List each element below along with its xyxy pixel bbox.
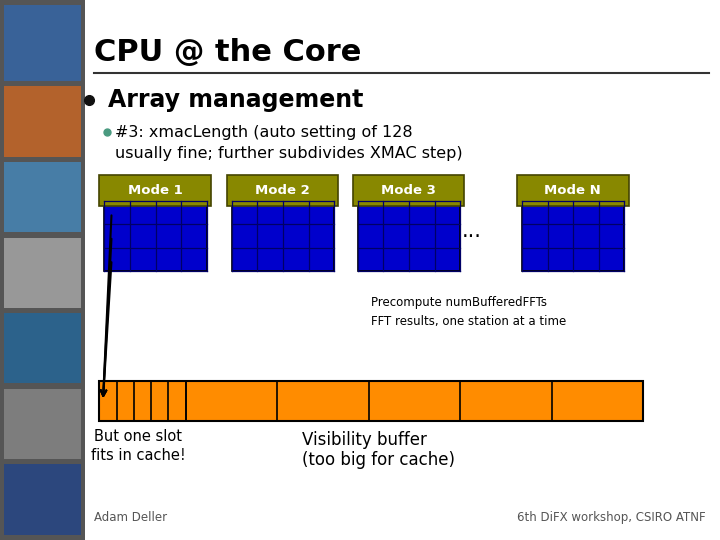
FancyBboxPatch shape	[99, 175, 211, 206]
Bar	[104, 201, 207, 271]
Text: Adam Deller: Adam Deller	[94, 511, 167, 524]
Bar	[358, 201, 460, 271]
Bar	[4, 313, 81, 383]
Text: Mode N: Mode N	[544, 184, 601, 197]
Text: Precompute numBufferedFFTs: Precompute numBufferedFFTs	[371, 296, 546, 309]
Text: But one slot
fits in cache!: But one slot fits in cache!	[91, 429, 186, 463]
Text: Array management: Array management	[108, 88, 364, 112]
FancyBboxPatch shape	[517, 175, 629, 206]
Bar	[4, 238, 81, 308]
Text: (too big for cache): (too big for cache)	[302, 451, 455, 469]
Text: ...: ...	[462, 221, 482, 241]
Bar	[4, 162, 81, 232]
Bar	[232, 201, 334, 271]
FancyBboxPatch shape	[353, 175, 464, 206]
Bar	[4, 86, 81, 157]
Bar	[0, 0, 85, 540]
Bar	[99, 381, 643, 421]
Text: CPU @ the Core: CPU @ the Core	[94, 38, 361, 67]
Text: Mode 3: Mode 3	[381, 184, 436, 197]
Text: Mode 1: Mode 1	[127, 184, 183, 197]
Text: 6th DiFX workshop, CSIRO ATNF: 6th DiFX workshop, CSIRO ATNF	[517, 511, 706, 524]
Bar	[4, 5, 81, 81]
Text: Mode 2: Mode 2	[255, 184, 310, 197]
Text: Visibility buffer: Visibility buffer	[302, 431, 427, 449]
Text: #3: xmacLength (auto setting of 128: #3: xmacLength (auto setting of 128	[115, 125, 413, 140]
Text: usually fine; further subdivides XMAC step): usually fine; further subdivides XMAC st…	[115, 146, 463, 161]
FancyBboxPatch shape	[227, 175, 338, 206]
Bar	[4, 464, 81, 535]
Text: FFT results, one station at a time: FFT results, one station at a time	[371, 315, 566, 328]
Bar	[4, 389, 81, 459]
Bar	[522, 201, 624, 271]
